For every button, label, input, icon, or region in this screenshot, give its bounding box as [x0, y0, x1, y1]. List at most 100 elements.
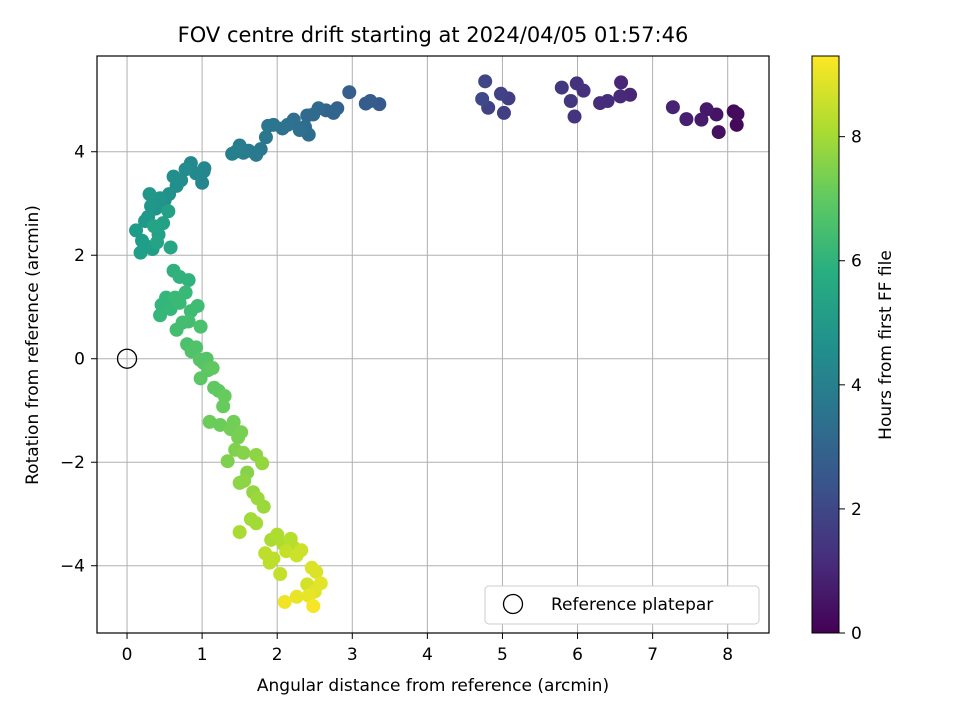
y-axis-label: Rotation from reference (arcmin): [23, 205, 43, 485]
data-point: [563, 94, 578, 109]
x-tick-label: 6: [572, 645, 583, 665]
legend-box: [484, 585, 760, 625]
data-point: [294, 543, 309, 558]
data-point: [166, 169, 181, 184]
data-point: [289, 589, 304, 604]
data-point: [213, 417, 228, 432]
data-point: [232, 525, 247, 540]
data-point: [309, 564, 324, 579]
data-point: [342, 85, 357, 100]
data-point: [493, 86, 508, 101]
data-point: [216, 399, 231, 414]
data-point: [569, 76, 584, 91]
data-points: [116, 74, 745, 614]
data-point: [277, 594, 292, 609]
data-point: [266, 551, 281, 566]
colorbar-tick-label: 4: [851, 376, 862, 396]
data-point: [613, 89, 628, 104]
data-point: [679, 112, 694, 127]
data-point: [150, 235, 165, 250]
data-point: [292, 123, 307, 138]
data-point: [202, 414, 217, 429]
data-point: [181, 314, 196, 329]
x-tick-label: 0: [122, 645, 133, 665]
data-point: [217, 388, 232, 403]
data-point: [694, 112, 709, 127]
data-point: [226, 414, 241, 429]
data-point: [178, 285, 193, 300]
colorbar-label: Hours from first FF file: [876, 250, 896, 440]
y-tick-label: 0: [74, 350, 85, 370]
y-tick-label: −4: [60, 557, 85, 577]
data-point: [142, 187, 157, 202]
data-point: [614, 75, 629, 90]
plot-frame: [96, 55, 770, 634]
x-axis-ticks: 0 1 2 3 4 5 6 7 8: [122, 633, 733, 665]
legend: Reference platepar: [484, 585, 760, 625]
colorbar-tick-label: 8: [851, 128, 862, 148]
data-point: [729, 117, 744, 132]
data-point: [593, 96, 608, 111]
data-point: [147, 219, 162, 234]
data-point: [256, 499, 271, 514]
data-point: [567, 109, 582, 124]
legend-marker-icon: [502, 593, 524, 615]
data-point: [181, 273, 196, 288]
data-point: [475, 91, 490, 106]
data-point: [172, 295, 187, 310]
data-point: [478, 74, 493, 89]
data-point: [358, 96, 373, 111]
data-point: [133, 245, 148, 260]
data-point: [220, 454, 235, 469]
y-tick-label: 2: [74, 246, 85, 266]
data-point: [234, 425, 249, 440]
data-point: [711, 125, 726, 140]
x-tick-label: 1: [197, 645, 208, 665]
data-point: [193, 319, 208, 334]
colorbar-tick-label: 0: [851, 624, 862, 644]
data-point: [306, 599, 321, 614]
data-point: [163, 240, 178, 255]
data-point: [129, 223, 144, 238]
data-point: [189, 166, 204, 181]
colorbar-tick-label: 2: [851, 500, 862, 520]
x-tick-label: 7: [647, 645, 658, 665]
data-point: [273, 567, 288, 582]
legend-label: Reference platepar: [551, 595, 713, 615]
reference-platepar-marker: [116, 348, 138, 369]
x-axis-label: Angular distance from reference (arcmin): [257, 676, 609, 696]
data-point: [189, 340, 204, 355]
chart-title: FOV centre drift starting at 2024/04/05 …: [178, 23, 689, 47]
colorbar-gradient: [811, 55, 840, 634]
y-axis-ticks: −4 −2 0 2 4: [60, 143, 97, 577]
data-point: [178, 162, 193, 177]
data-point: [261, 118, 276, 133]
colorbar: 0 2 4 6 8 Hours from first FF file: [811, 55, 896, 644]
colorbar-tick-label: 6: [851, 252, 862, 272]
data-point: [205, 361, 220, 376]
data-point: [665, 100, 680, 115]
x-tick-label: 5: [497, 645, 508, 665]
data-point: [300, 108, 315, 123]
data-point: [496, 105, 511, 120]
x-tick-label: 3: [347, 645, 358, 665]
data-point: [190, 298, 205, 313]
data-point: [258, 130, 273, 145]
data-point: [255, 456, 270, 471]
data-point: [225, 146, 240, 161]
y-tick-label: 4: [74, 143, 85, 163]
data-point: [249, 516, 264, 531]
data-point: [153, 308, 168, 323]
data-point: [279, 544, 294, 559]
x-tick-label: 8: [722, 645, 733, 665]
data-point: [236, 445, 251, 460]
y-tick-label: −2: [60, 453, 85, 473]
data-point: [161, 204, 176, 219]
x-tick-label: 2: [272, 645, 283, 665]
data-point: [699, 102, 714, 117]
data-point: [237, 473, 252, 488]
x-tick-label: 4: [422, 645, 433, 665]
data-point: [144, 199, 159, 214]
data-point: [554, 80, 569, 95]
